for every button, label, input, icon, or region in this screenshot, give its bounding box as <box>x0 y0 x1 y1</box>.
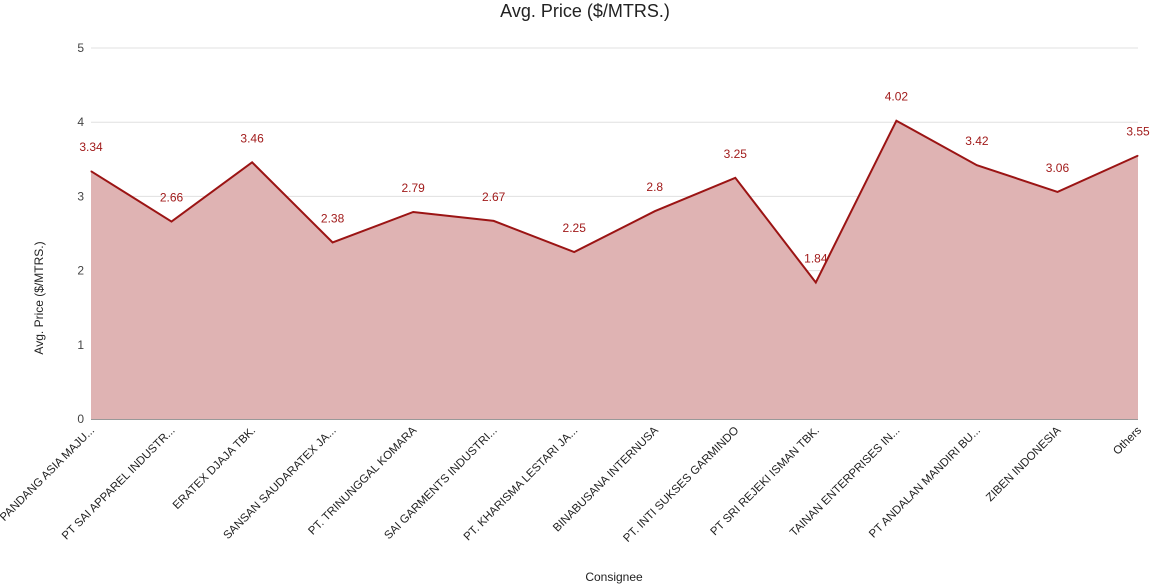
data-point <box>573 251 575 253</box>
data-label: 3.25 <box>724 147 748 161</box>
y-tick-label: 4 <box>77 115 84 129</box>
data-point <box>654 210 656 212</box>
data-point <box>251 161 253 163</box>
data-point <box>493 220 495 222</box>
data-point <box>895 120 897 122</box>
x-axis-ticks: PT PANDANG ASIA MAJU...PT SAI APPAREL IN… <box>0 424 1144 544</box>
series-line <box>90 119 1139 285</box>
data-point <box>815 281 817 283</box>
data-labels: 3.34 2.66 3.46 2.38 2.79 2.67 2.25 2.8 3.25 1.84 4… <box>79 90 1150 283</box>
data-label: 2.38 <box>321 211 345 225</box>
data-label: 2.67 <box>482 190 506 204</box>
data-point <box>1056 191 1058 193</box>
series-area <box>91 120 1138 419</box>
data-label: 2.25 <box>563 221 587 235</box>
data-point <box>332 241 334 243</box>
y-tick-label: 1 <box>77 338 84 352</box>
data-point <box>412 211 414 213</box>
data-label: 1.84 <box>804 251 828 265</box>
x-tick-label: ZIBEN INDONESIA <box>984 424 1064 504</box>
data-point <box>90 170 92 172</box>
x-axis-title: Consignee <box>585 570 643 584</box>
y-axis-ticks: 0 1 2 3 4 5 <box>77 41 84 426</box>
data-point <box>171 221 173 223</box>
data-label: 2.66 <box>160 191 184 205</box>
data-point <box>734 177 736 179</box>
y-tick-label: 3 <box>77 189 84 203</box>
y-tick-label: 5 <box>77 41 84 55</box>
data-label: 2.8 <box>646 180 663 194</box>
data-label: 4.02 <box>885 90 909 104</box>
data-point <box>1137 155 1139 157</box>
x-tick-label: Others <box>1111 424 1144 457</box>
x-tick-label: ERATEX DJAJA TBK. <box>171 425 258 512</box>
data-label: 3.42 <box>965 134 989 148</box>
data-point <box>976 164 978 166</box>
data-label: 3.34 <box>79 140 103 154</box>
y-tick-label: 2 <box>77 264 84 278</box>
data-label: 3.06 <box>1046 161 1070 175</box>
data-label: 2.79 <box>401 181 425 195</box>
y-axis-title: Avg. Price ($/MTRS.) <box>32 241 46 354</box>
chart-title: Avg. Price ($/MTRS.) <box>500 1 670 21</box>
y-tick-label: 0 <box>77 412 84 426</box>
data-label: 3.55 <box>1126 125 1150 139</box>
data-label: 3.46 <box>240 131 264 145</box>
